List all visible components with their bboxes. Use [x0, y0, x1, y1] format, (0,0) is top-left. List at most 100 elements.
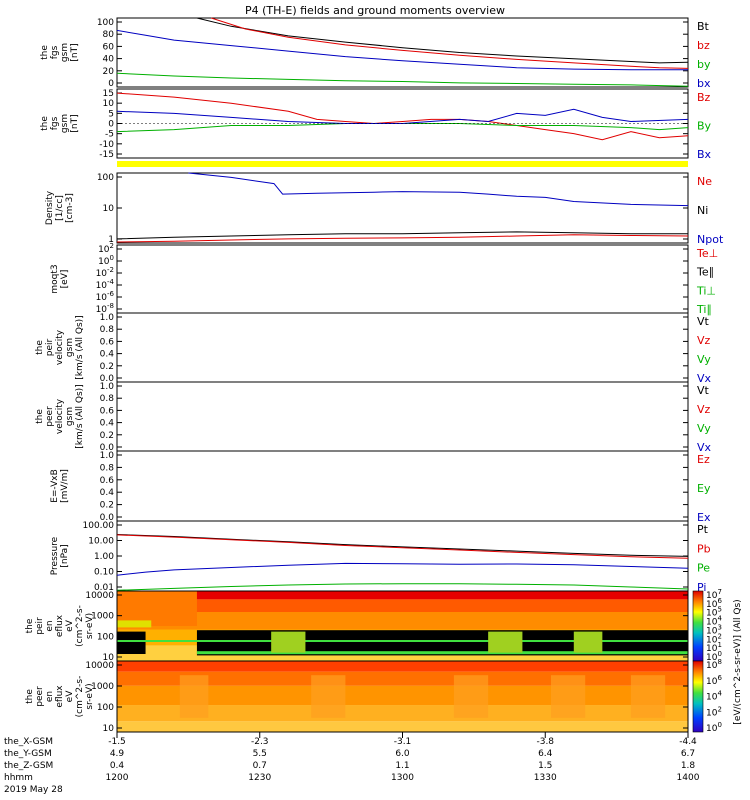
colorbar-tick-label: 106 — [706, 674, 722, 687]
legend-label: Vt — [697, 315, 710, 328]
colorbar-tick-label: 107 — [706, 588, 722, 601]
panel-frame — [116, 172, 689, 244]
y-tick-label: 1.0 — [100, 313, 115, 323]
legend-label: Pe — [697, 562, 710, 575]
x-col-zgsm: 1.8 — [681, 761, 696, 771]
y-axis-label: thepeerenefluxeV(cm^2-s-sr-eV) — [25, 676, 95, 718]
legend-label: Vt — [697, 384, 710, 397]
y-axis-label: thepeirvelocitygsm[km/s (All Qs)] — [35, 315, 85, 379]
y-tick-label: 100 — [97, 173, 114, 183]
x-col-zgsm: 1.5 — [538, 761, 552, 771]
x-col-zgsm: 1.1 — [395, 761, 409, 771]
x-col-xgsm: -2.3 — [251, 737, 269, 747]
y-axis-label: Density[1/cc][cm-3] — [45, 190, 75, 225]
legend-label: Pt — [697, 523, 709, 536]
panel-efield: 1.0 0.8 0.6 0.4 0.2 0.0 E=-VxB[mV/m] Ez Ey Ex — [50, 450, 711, 524]
series-line-By — [116, 123, 689, 133]
y-tick-label: 0.8 — [100, 394, 115, 404]
series-line-Ni — [116, 231, 688, 240]
panel-density: 100 10 1 Density[1/cc][cm-3] Ne Ni Npot — [45, 172, 724, 246]
series-line-Pi — [116, 562, 689, 576]
panel-peir-velocity: 1.0 0.8 0.6 0.4 0.2 0.0 thepeirvelocitygsm[km/… — [35, 312, 712, 385]
series-line-Bz — [116, 92, 689, 141]
colorbar-rect — [692, 590, 704, 662]
x-col-xgsm: -3.8 — [536, 737, 554, 747]
legend-label: Vy — [697, 422, 711, 435]
y-tick-label: 10-4 — [96, 278, 115, 291]
legend-label: Ex — [697, 511, 711, 524]
panels-group: 100806040200thefgsgsm[nT]Btbzbybx151050-… — [25, 17, 724, 734]
y-axis-label: Pressure[nPa] — [50, 536, 70, 575]
series-line-by — [116, 72, 689, 87]
y-tick-label: 0.01 — [94, 583, 114, 593]
heatmap-patch — [117, 620, 152, 628]
y-axis-label: thepeervelocitygsm[km/s (All Qs)] — [35, 384, 85, 448]
legend-label: Bx — [697, 148, 712, 161]
legend-label: Te⊥ — [696, 247, 718, 260]
x-col-hhmm: 1330 — [534, 773, 557, 783]
heatmap-black-band — [117, 631, 146, 654]
heatmap-patch — [179, 675, 209, 718]
legend-label: Vz — [697, 334, 711, 347]
legend-label: Ne — [697, 175, 712, 188]
yellow-status-bar — [117, 161, 688, 167]
panel-frame — [116, 244, 689, 314]
colorbar-tick-label: 104 — [706, 615, 722, 628]
panel-frame — [116, 312, 689, 383]
y-tick-label: 0.2 — [100, 431, 114, 441]
y-tick-label: 1000 — [91, 612, 114, 622]
y-tick-label: 0.4 — [100, 419, 115, 429]
y-tick-label: 1.0 — [100, 382, 115, 392]
y-tick-label: 10 — [103, 724, 115, 734]
y-tick-label: 0.4 — [100, 350, 115, 360]
colorbar-tick-label: 106 — [706, 597, 722, 610]
y-tick-label: 20 — [103, 67, 115, 77]
y-tick-label: -5 — [105, 130, 114, 140]
series-line-bx — [116, 29, 688, 71]
x-col-xgsm: -4.4 — [679, 737, 697, 747]
y-tick-label: 1 — [108, 235, 114, 245]
y-tick-label: 0.4 — [100, 488, 115, 498]
series-line-bz — [211, 17, 689, 69]
heatmap-green-band — [117, 640, 688, 642]
heatmap-peer-energy-flux — [117, 661, 688, 732]
y-tick-label: 10000 — [85, 591, 114, 601]
y-axis-label: moqt3[eV] — [50, 264, 70, 293]
heatmap-peir-energy-flux — [117, 591, 688, 661]
x-row-label: the_Z-GSM — [4, 761, 53, 771]
heatmap-patch — [453, 675, 489, 718]
legend-label: Te∥ — [696, 266, 714, 279]
colorbar-tick-label: 102 — [706, 632, 722, 645]
series-line-Bx — [116, 108, 689, 124]
y-tick-label: 100 — [98, 254, 114, 267]
series-line-Bt — [196, 17, 689, 64]
y-tick-label: 0.2 — [100, 362, 114, 372]
series-line-Pb — [116, 534, 689, 559]
x-col-xgsm: -3.1 — [394, 737, 412, 747]
x-col-hhmm: 1400 — [677, 773, 700, 783]
panel-peer-velocity: 1.0 0.8 0.6 0.4 0.2 0.0 thepeervelocitygsm[km/… — [35, 381, 712, 454]
panel-pressure: 100.00 10.00 1.00 0.10 0.01 Pressure[nPa] Pt Pb… — [50, 520, 711, 594]
y-tick-label: 0.6 — [100, 337, 115, 347]
y-tick-label: -15 — [99, 150, 114, 160]
y-tick-label: 102 — [98, 242, 114, 255]
x-col-hhmm: 1230 — [248, 773, 271, 783]
colorbar-tick-label: 100 — [706, 650, 722, 663]
colorbar-tick-label: 105 — [706, 606, 722, 619]
x-row-label: the_X-GSM — [4, 737, 53, 747]
y-tick-label: 0 — [108, 79, 114, 89]
x-col-ygsm: 5.5 — [253, 749, 267, 759]
x-col-ygsm: 6.4 — [538, 749, 553, 759]
x-col-ygsm: 4.9 — [110, 749, 125, 759]
colorbar-tick-label: 100 — [706, 721, 722, 734]
y-tick-label: 0.8 — [100, 463, 115, 473]
y-tick-label: 15 — [103, 89, 114, 99]
colorbar-label: [eV/(cm^2-s-sr-eV)] (All Qs) — [733, 599, 743, 724]
y-tick-label: 80 — [103, 30, 115, 40]
y-axis-label: thefgsgsm[nT] — [40, 114, 80, 133]
legend-label: Pi — [697, 581, 706, 594]
y-tick-label: 100 — [97, 18, 114, 28]
panel-peer-energy-flux: 10000 1000 100 10 thepeerenefluxeV(cm^2-s-sr… — [25, 660, 689, 734]
